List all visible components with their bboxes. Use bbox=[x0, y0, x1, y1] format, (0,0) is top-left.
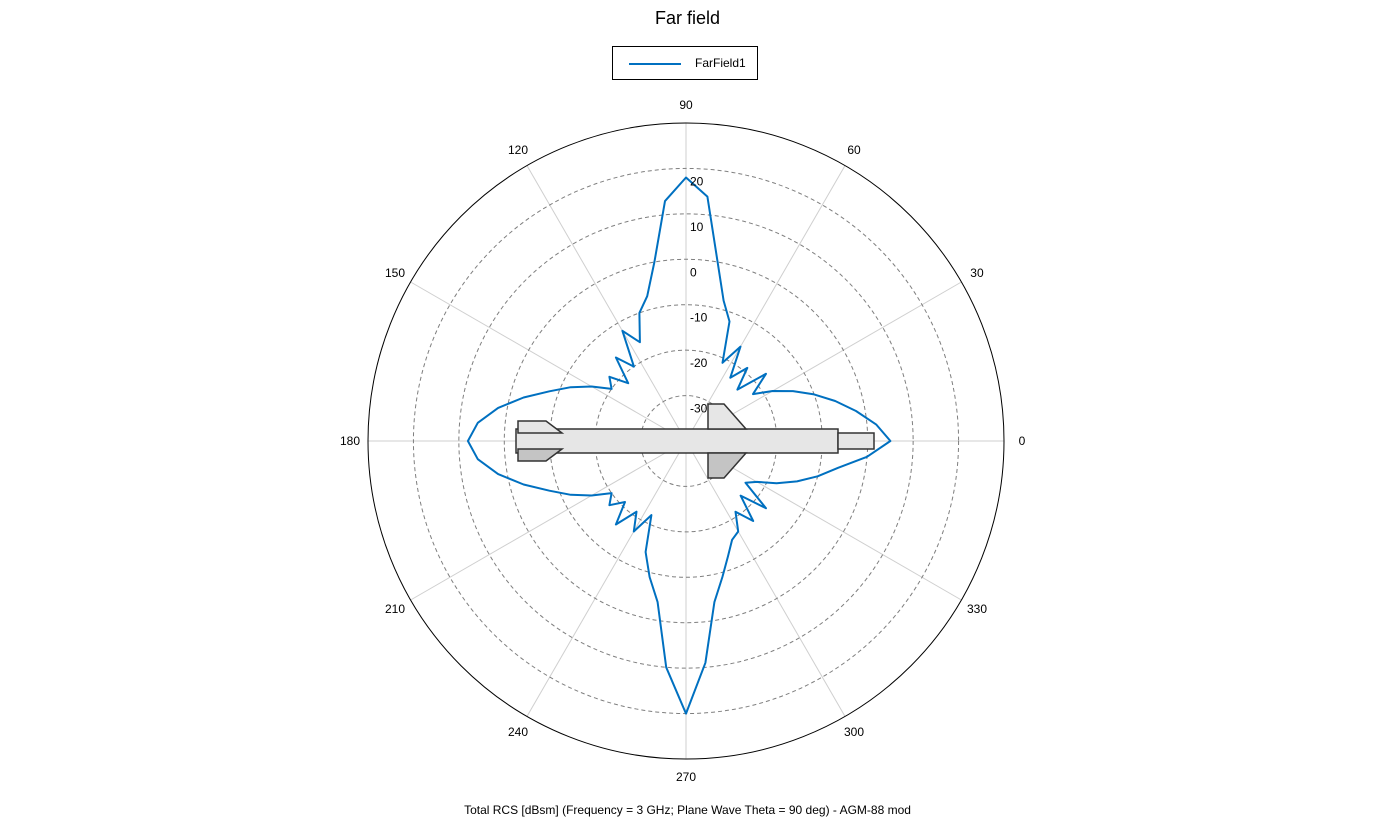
grid-spoke-300 bbox=[685, 440, 846, 717]
grid-spoke-210 bbox=[410, 440, 687, 601]
missile-nose bbox=[837, 432, 875, 450]
angle-tick-label-180: 180 bbox=[340, 434, 360, 448]
missile-tail-fin-lower bbox=[517, 448, 565, 462]
legend-swatch-farfield1 bbox=[629, 63, 681, 65]
r-tick-label--30: -30 bbox=[690, 402, 708, 416]
outer-ring bbox=[367, 122, 1005, 760]
chart-caption: Total RCS [dBsm] (Frequency = 3 GHz; Pla… bbox=[464, 803, 911, 817]
angle-tick-label-300: 300 bbox=[844, 725, 864, 739]
angle-tick-label-210: 210 bbox=[385, 602, 405, 616]
missile-wing-upper bbox=[707, 403, 748, 430]
chart-title: Far field bbox=[654, 8, 721, 28]
missile-tail-fin-upper bbox=[517, 420, 565, 434]
r-tick-label-10: 10 bbox=[690, 220, 704, 234]
missile-silhouette bbox=[515, 403, 875, 479]
series-line-farfield1 bbox=[466, 176, 892, 715]
angle-tick-label-0: 0 bbox=[1019, 434, 1026, 448]
angle-tick-label-90: 90 bbox=[679, 98, 693, 112]
grid-spoke-240 bbox=[526, 440, 687, 717]
missile-wing-lower bbox=[707, 452, 748, 479]
angle-tick-label-330: 330 bbox=[967, 602, 987, 616]
angle-tick-label-30: 30 bbox=[970, 266, 984, 280]
r-tick-label-20: 20 bbox=[690, 174, 704, 188]
r-tick-label--20: -20 bbox=[690, 356, 708, 370]
r-tick-label--10: -10 bbox=[690, 311, 708, 325]
angle-tick-label-60: 60 bbox=[847, 143, 861, 157]
grid-spoke-150 bbox=[410, 281, 687, 442]
angle-tick-label-270: 270 bbox=[676, 770, 696, 784]
angle-tick-label-150: 150 bbox=[385, 266, 405, 280]
legend: FarField1 bbox=[612, 46, 758, 80]
missile-body bbox=[515, 428, 839, 454]
r-tick-label-0: 0 bbox=[690, 265, 697, 279]
angle-tick-label-240: 240 bbox=[508, 725, 528, 739]
grid-ring-10 bbox=[458, 213, 914, 669]
legend-label-farfield1: FarField1 bbox=[695, 56, 746, 70]
grid-spoke-60 bbox=[685, 165, 846, 442]
grid-spoke-120 bbox=[526, 165, 687, 442]
angle-tick-label-120: 120 bbox=[508, 143, 528, 157]
